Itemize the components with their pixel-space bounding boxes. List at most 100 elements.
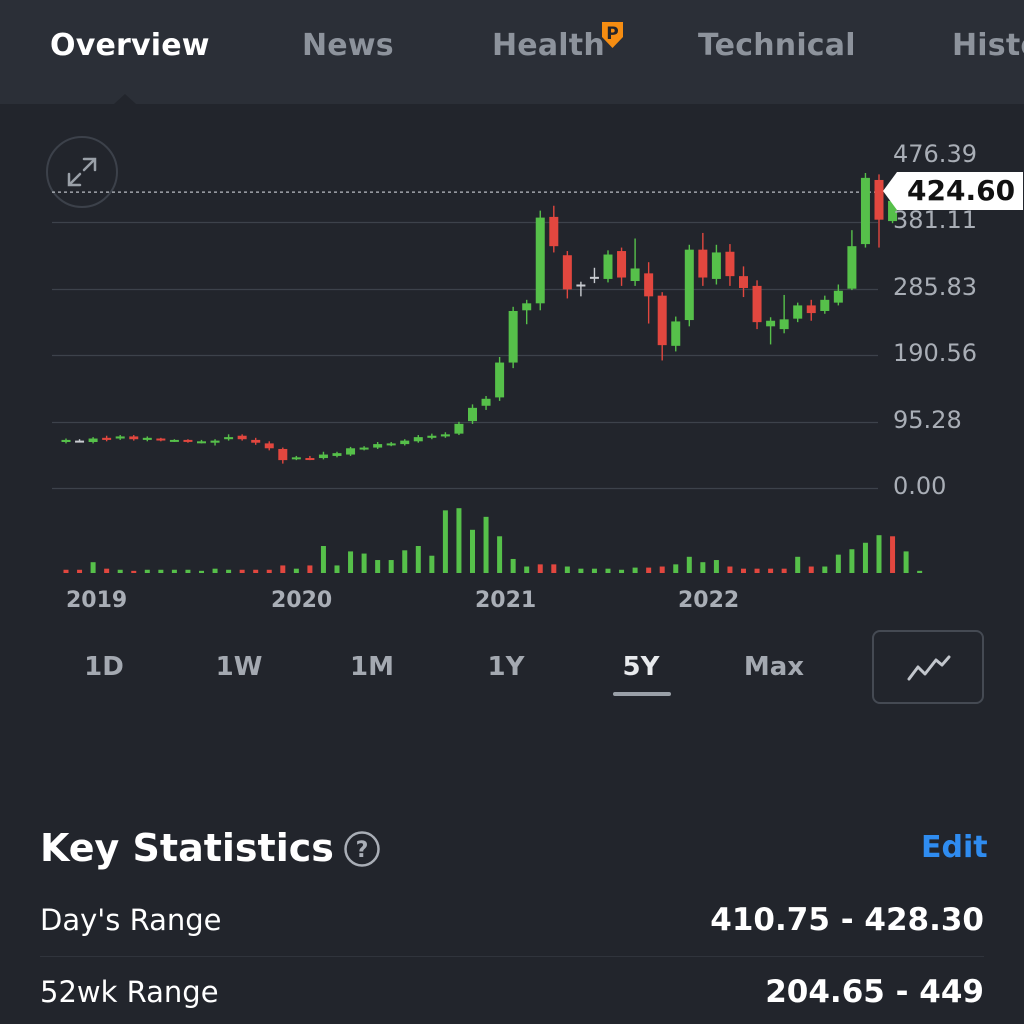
top-tab-bar: Overview News Health P Technical Histo: [0, 0, 1024, 104]
volume-bar: [131, 570, 137, 573]
y-axis-label: 95.28: [893, 406, 962, 434]
volume-bar: [90, 562, 96, 573]
volume-bar: [673, 564, 679, 573]
tab-technical[interactable]: Technical: [698, 28, 856, 63]
y-axis-label: 381.11: [893, 206, 977, 234]
volume-bar: [876, 535, 882, 573]
candle-body: [413, 437, 423, 442]
candle-body: [725, 251, 735, 277]
candle-body: [346, 448, 356, 455]
candle-body: [779, 319, 789, 330]
active-tab-pointer: [114, 94, 136, 104]
candle-body: [549, 216, 559, 247]
candle-body: [183, 439, 193, 442]
volume-bar: [483, 516, 489, 573]
range-1d-button[interactable]: 1D: [84, 652, 124, 682]
volume-bar: [890, 536, 896, 573]
edit-statistics-link[interactable]: Edit: [921, 830, 988, 865]
candle-body: [698, 249, 708, 278]
candle-body: [129, 436, 139, 440]
row-divider: [40, 956, 984, 957]
range-1w-button[interactable]: 1W: [215, 652, 263, 682]
candle-body: [386, 443, 396, 446]
candle-body: [291, 457, 301, 460]
volume-bar: [632, 567, 638, 573]
volume-bar: [415, 546, 421, 573]
candle-body: [251, 439, 261, 443]
volume-bar: [564, 566, 570, 573]
volume-bar: [77, 569, 83, 573]
volume-bar: [63, 569, 69, 573]
volume-bar: [117, 569, 123, 573]
volume-bar: [280, 565, 286, 573]
range-max-button[interactable]: Max: [743, 652, 805, 682]
candle-body: [440, 434, 450, 437]
volume-bar: [442, 510, 448, 573]
candle-body: [156, 438, 166, 441]
last-price-value: 424.60: [897, 172, 1024, 210]
candle-body: [454, 423, 464, 434]
volume-bar: [619, 569, 625, 573]
range-1y-button[interactable]: 1Y: [487, 652, 525, 682]
volume-bar: [551, 564, 557, 573]
range-1m-button[interactable]: 1M: [350, 652, 394, 682]
volume-bar: [226, 569, 232, 573]
volume-bar: [741, 568, 746, 573]
volume-bar: [497, 536, 503, 573]
x-axis-label: 2020: [271, 588, 333, 613]
candle-body: [739, 276, 748, 288]
candle-body: [142, 437, 152, 440]
volume-bar: [199, 570, 204, 573]
volume-bar: [253, 569, 259, 573]
y-axis-label: 190.56: [893, 339, 977, 367]
x-axis-label: 2019: [66, 588, 128, 613]
help-question-icon[interactable]: ?: [343, 830, 381, 868]
candle-body: [888, 200, 898, 222]
key-statistics-title: Key Statistics: [40, 826, 334, 870]
stat-value-days-range: 410.75 - 428.30: [710, 902, 984, 938]
y-axis-label: 285.83: [893, 273, 977, 301]
candle-body: [806, 305, 816, 314]
volume-bar: [185, 569, 191, 573]
candle-body: [671, 321, 681, 346]
price-chart[interactable]: [0, 130, 1024, 590]
volume-bar: [903, 551, 909, 573]
tab-news[interactable]: News: [302, 28, 394, 63]
stat-value-52wk-range: 204.65 - 449: [765, 974, 984, 1010]
tab-overview[interactable]: Overview: [50, 28, 210, 63]
volume-bar: [862, 542, 868, 573]
candle-body: [169, 439, 179, 442]
chart-type-toggle-button[interactable]: [872, 630, 984, 704]
candle-body: [197, 441, 206, 444]
stat-label-52wk-range: 52wk Range: [40, 975, 219, 1009]
candle-body: [75, 440, 85, 443]
volume-bar: [171, 569, 177, 573]
candle-body: [115, 436, 125, 439]
volume-bar: [605, 568, 611, 573]
tab-health[interactable]: Health: [492, 28, 605, 63]
volume-bar: [754, 568, 760, 573]
volume-bar: [822, 566, 828, 573]
volume-bar: [808, 566, 814, 573]
candle-body: [210, 440, 220, 443]
x-axis-label: 2022: [678, 588, 740, 613]
candle-body: [332, 453, 342, 456]
volume-bar: [524, 566, 530, 573]
volume-bar: [307, 565, 313, 573]
candle-body: [847, 246, 857, 289]
candle-body: [495, 362, 505, 398]
tab-historical[interactable]: Histo: [952, 28, 1024, 63]
volume-bar: [212, 568, 218, 573]
volume-bar: [781, 568, 787, 573]
expand-chart-button[interactable]: [46, 136, 118, 208]
candle-body: [508, 310, 518, 363]
volume-bar: [537, 564, 543, 573]
volume-bar: [375, 560, 381, 573]
volume-bar: [659, 566, 665, 573]
candle-body: [752, 285, 762, 323]
volume-bar: [104, 568, 110, 573]
range-5y-button[interactable]: 5Y: [622, 652, 660, 682]
candle-body: [617, 251, 627, 278]
candle-body: [603, 254, 613, 279]
candle-body: [711, 252, 721, 279]
